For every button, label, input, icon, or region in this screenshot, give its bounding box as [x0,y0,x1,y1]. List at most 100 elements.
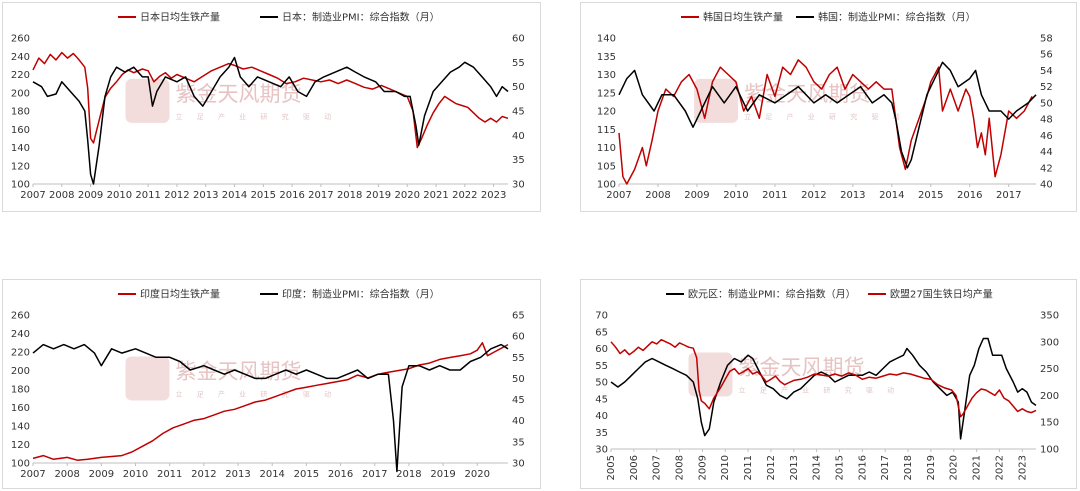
y-right-tick-label: 50 [1040,98,1053,109]
y-right-tick-label: 200 [1040,391,1059,402]
x-tick-label: 2022 [994,455,1005,480]
x-tick-label: 2012 [191,469,216,480]
x-tick-label: 2012 [766,455,777,480]
y-left-tick-label: 135 [597,52,616,63]
x-tick-label: 2019 [366,190,391,201]
x-tick-label: 2014 [222,190,247,201]
y-right-tick-label: 55 [512,58,525,69]
x-tick-label: 2009 [78,190,103,201]
y-right-tick-label: 40 [1040,180,1053,191]
x-tick-label: 2017 [308,190,333,201]
y-right-tick-label: 60 [512,34,525,45]
x-tick-label: 2010 [720,455,731,480]
y-left-tick-label: 180 [11,385,30,396]
x-tick-label: 2005 [606,455,617,480]
x-tick-label: 2023 [481,190,506,201]
y-right-tick-label: 40 [512,416,525,427]
x-tick-label: 2008 [675,455,686,480]
series-line-output [32,51,509,149]
x-tick-label: 2014 [259,469,284,480]
chart-korea: 紫金天风期货立 足 产 业 研 究 驱 动 100 105 110 115 120 125 1… [580,2,1077,212]
y-right-tick-label: 100 [1040,445,1059,456]
legend-label: 印度：制造业PMI：综合指数（月） [282,288,440,301]
y-left-tick-label: 65 [595,327,608,338]
y-left-tick-label: 60 [595,344,608,355]
series-line-output [610,338,1037,418]
y-right-tick-label: 40 [512,131,525,142]
chart-india: 紫金天风期货立 足 产 业 研 究 驱 动 100 120 140 160 180 200 2… [2,279,541,489]
x-tick-label: 2006 [629,455,640,480]
y-right-tick-label: 46 [1040,131,1053,142]
x-tick-label: 2007 [20,469,45,480]
x-tick-label: 2015 [918,190,943,201]
y-left-tick-label: 260 [11,311,30,322]
x-tick-label: 2020 [949,455,960,480]
y-left-tick-label: 200 [11,88,30,99]
x-tick-label: 2009 [697,455,708,480]
x-tick-label: 2018 [396,469,421,480]
x-tick-label: 2013 [193,190,218,201]
x-tick-label: 2008 [49,190,74,201]
x-tick-label: 2021 [423,190,448,201]
x-tick-label: 2019 [926,455,937,480]
y-right-tick-label: 250 [1040,364,1059,375]
x-tick-label: 2020 [395,190,420,201]
x-tick-label: 2020 [465,469,490,480]
legend-label: 韩国：制造业PMI：综合指数（月） [818,11,976,24]
x-tick-label: 2008 [54,469,79,480]
series-line-output [32,342,509,461]
y-left-tick-label: 200 [11,366,30,377]
y-right-tick-label: 45 [512,107,525,118]
watermark-subtext: 立 足 产 业 研 究 驱 动 [744,112,906,121]
y-left-tick-label: 70 [595,311,608,322]
y-right-tick-label: 48 [1040,115,1053,126]
chart-japan: 紫金天风期货立 足 产 业 研 究 驱 动 100 120 140 160 180 200 2… [2,2,541,212]
y-right-tick-label: 150 [1040,418,1059,429]
legend-label: 印度日均生铁产量 [140,288,220,301]
x-tick-label: 2011 [157,469,182,480]
x-tick-label: 2012 [801,190,826,201]
x-tick-label: 2017 [362,469,387,480]
series-line-pmi [618,61,1037,169]
y-left-tick-label: 160 [11,403,30,414]
y-left-tick-label: 115 [597,125,616,136]
x-tick-label: 2016 [957,190,982,201]
y-right-tick-label: 50 [512,374,525,385]
x-tick-label: 2007 [606,190,631,201]
y-left-tick-label: 260 [11,34,30,45]
watermark-logo [125,356,170,401]
x-tick-label: 2010 [123,469,148,480]
series-line-pmi [32,56,509,185]
watermark-subtext: 立 足 产 业 研 究 驱 动 [176,389,338,398]
y-right-tick-label: 50 [512,82,525,93]
y-right-tick-label: 54 [1040,66,1053,77]
y-right-tick-label: 30 [512,459,525,470]
legend-label: 欧元区：制造业PMI：综合指数（月） [688,288,856,301]
x-tick-label: 2013 [840,190,865,201]
x-tick-label: 2008 [645,190,670,201]
x-tick-label: 2016 [279,190,304,201]
y-left-tick-label: 40 [595,411,608,422]
y-left-tick-label: 140 [11,143,30,154]
y-left-tick-label: 100 [11,180,30,191]
legend-label: 日本：制造业PMI：综合指数（月） [282,11,440,24]
y-right-tick-label: 300 [1040,337,1059,348]
y-right-tick-label: 45 [512,395,525,406]
x-tick-label: 2007 [20,190,45,201]
x-tick-label: 2011 [762,190,787,201]
x-tick-label: 2011 [135,190,160,201]
series-line-pmi [610,337,1037,440]
y-left-tick-label: 240 [11,52,30,63]
y-right-tick-label: 58 [1040,34,1053,45]
y-left-tick-label: 110 [597,143,616,154]
y-left-tick-label: 130 [597,70,616,81]
x-tick-label: 2017 [880,455,891,480]
y-right-tick-label: 42 [1040,163,1053,174]
x-tick-label: 2012 [164,190,189,201]
